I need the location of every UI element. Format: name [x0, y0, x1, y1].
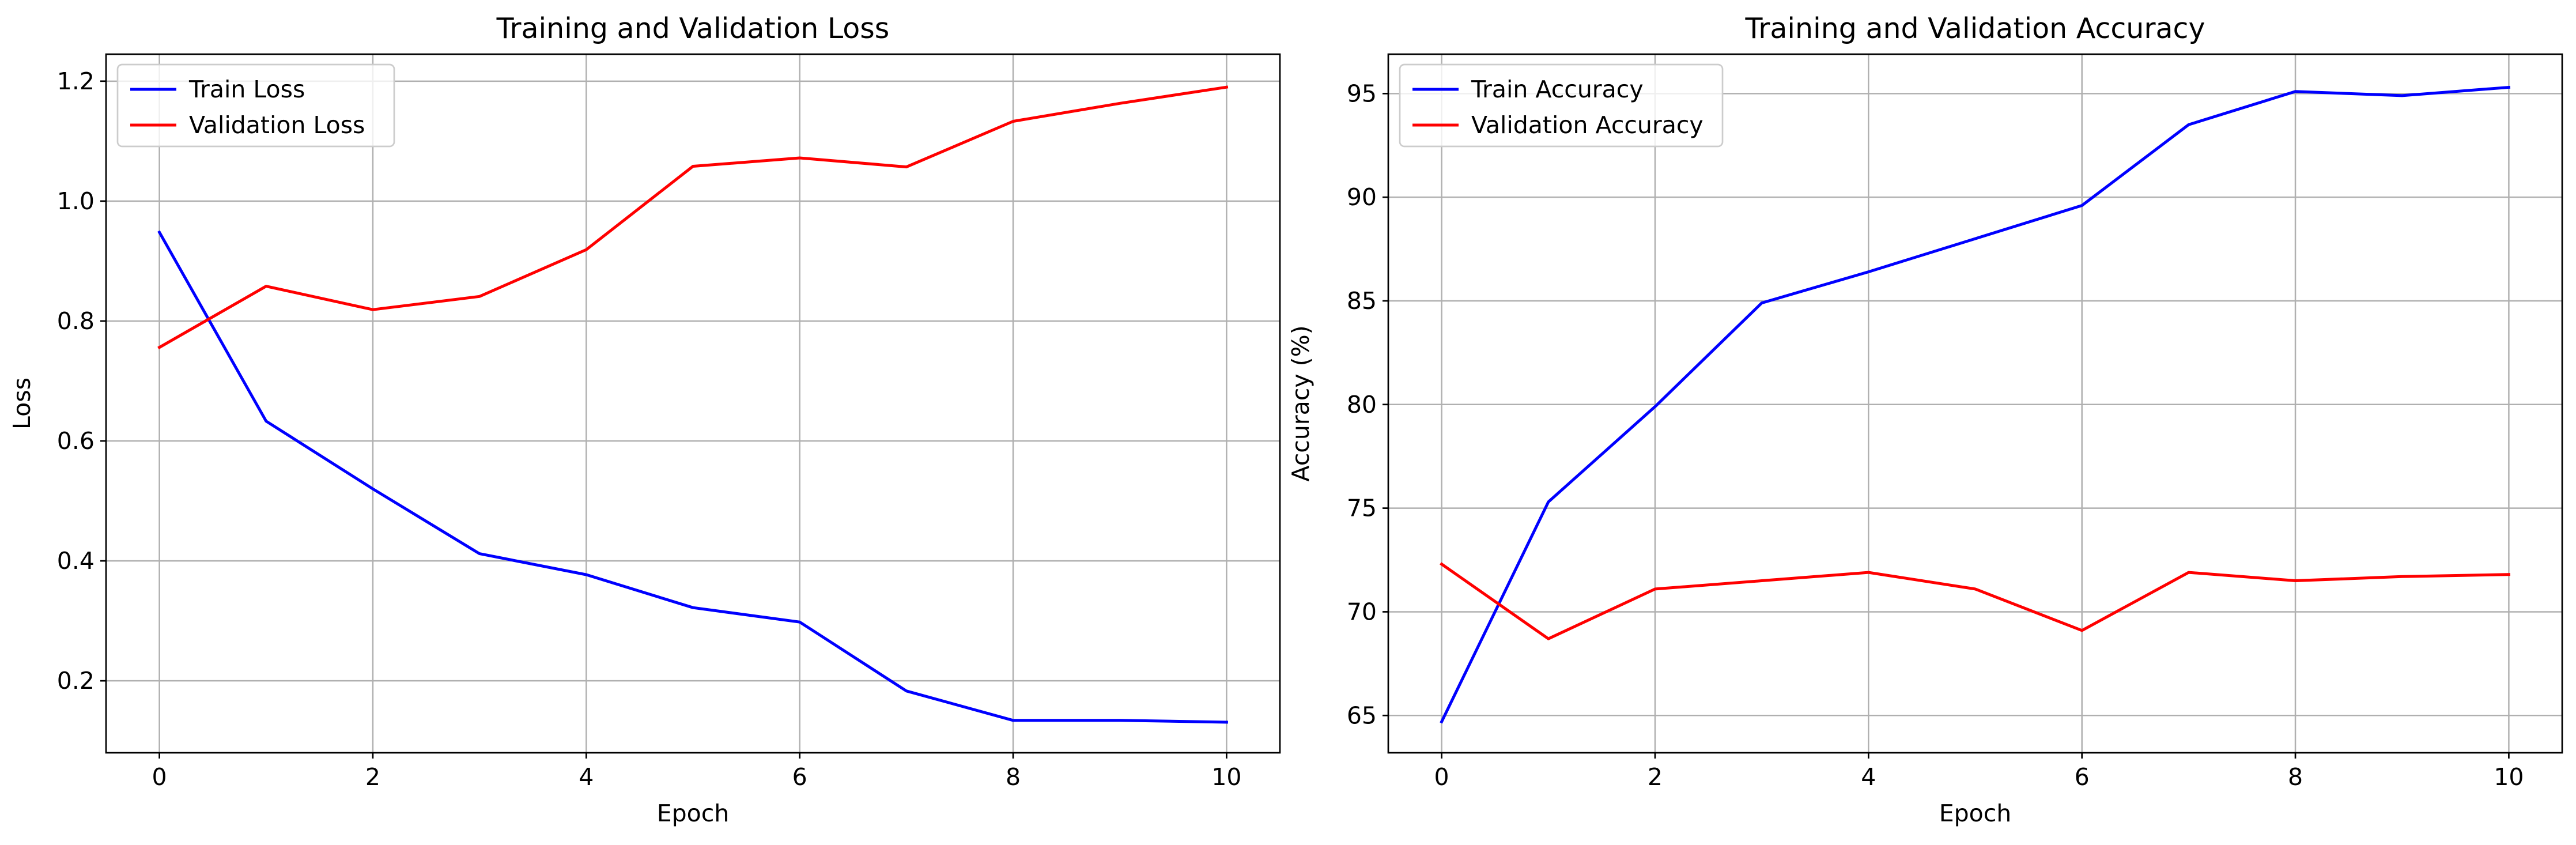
loss-ytick-label: 1.0 — [57, 187, 95, 215]
loss-legend-label: Validation Loss — [189, 111, 365, 139]
accuracy-series-validation-accuracy — [1440, 562, 2510, 640]
loss-legend-box — [116, 63, 395, 148]
loss-xtick-label: 10 — [1211, 763, 1241, 791]
accuracy-ytick-label: 75 — [1347, 495, 1377, 522]
accuracy-ytick-label: 70 — [1347, 598, 1377, 625]
accuracy-ytick-label: 65 — [1347, 701, 1377, 729]
loss-legend-label: Train Loss — [188, 76, 305, 103]
loss-xtick-label: 6 — [792, 763, 807, 791]
loss-ytick-label: 0.6 — [57, 427, 95, 455]
accuracy-ytick-label: 85 — [1347, 287, 1377, 315]
loss-ytick-label: 0.2 — [57, 667, 95, 695]
accuracy-xtick-label: 8 — [2288, 763, 2303, 791]
accuracy-ytick-label: 80 — [1347, 391, 1377, 418]
accuracy-x-axis-label: Epoch — [1939, 799, 2012, 827]
accuracy-xtick-label: 4 — [1861, 763, 1876, 791]
loss-ytick-label: 1.2 — [57, 67, 95, 95]
accuracy-xtick-label: 6 — [2075, 763, 2090, 791]
loss-x-axis-label: Epoch — [657, 799, 730, 827]
loss-chart: 0 2 4 6 8 10 0.2 0.4 0.6 0.8 1.0 1.2 Training and Va… — [8, 12, 1281, 827]
loss-chart-title: Training and Validation Loss — [496, 12, 890, 45]
loss-series-validation-loss — [157, 85, 1229, 350]
loss-y-axis-label: Loss — [8, 378, 36, 429]
loss-ytick-label: 0.4 — [57, 547, 95, 575]
accuracy-y-axis-label: Accuracy (%) — [1287, 325, 1315, 481]
accuracy-plot-frame — [1387, 53, 2563, 754]
accuracy-xtick-label: 0 — [1434, 763, 1449, 791]
loss-series-train-loss — [157, 230, 1228, 724]
loss-ytick-label: 0.8 — [57, 307, 95, 335]
accuracy-series-train-accuracy — [1440, 85, 2511, 724]
accuracy-chart: 0 2 4 6 8 10 65 70 75 80 85 90 95 Training and Valida… — [1287, 12, 2563, 827]
accuracy-xtick-label: 2 — [1648, 763, 1663, 791]
accuracy-ytick-label: 90 — [1347, 183, 1377, 211]
accuracy-legend-label: Train Accuracy — [1471, 76, 1644, 103]
accuracy-legend-label: Validation Accuracy — [1471, 111, 1704, 139]
loss-xtick-label: 4 — [579, 763, 594, 791]
accuracy-chart-title: Training and Validation Accuracy — [1745, 12, 2205, 45]
accuracy-xtick-label: 10 — [2494, 763, 2524, 791]
loss-xtick-label: 2 — [365, 763, 380, 791]
accuracy-ytick-label: 95 — [1347, 80, 1377, 107]
loss-plot-frame — [105, 53, 1281, 754]
loss-xtick-label: 8 — [1006, 763, 1021, 791]
accuracy-legend-box — [1399, 63, 1724, 148]
loss-xtick-label: 0 — [152, 763, 167, 791]
